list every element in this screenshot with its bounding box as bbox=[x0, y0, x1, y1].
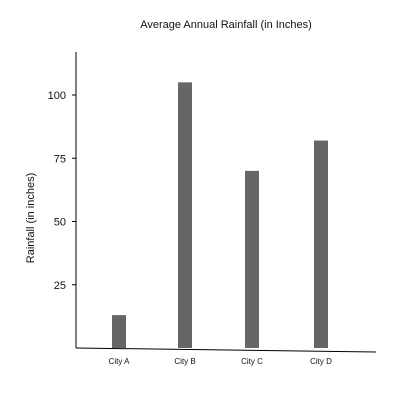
axes bbox=[75, 52, 377, 353]
bars-group bbox=[112, 82, 328, 348]
y-tick-label: 25 bbox=[54, 280, 66, 292]
chart-title: Average Annual Rainfall (in Inches) bbox=[140, 19, 312, 31]
y-axis-label: Rainfall (in inches) bbox=[25, 173, 37, 263]
y-tick-label: 50 bbox=[54, 217, 66, 229]
bar-city-a bbox=[112, 315, 126, 348]
y-tick-label: 75 bbox=[54, 153, 66, 165]
bar-city-d bbox=[314, 140, 328, 348]
x-ticks-group: City A City B City C City D bbox=[109, 357, 333, 366]
x-tick-label: City C bbox=[241, 357, 263, 366]
x-tick-label: City D bbox=[310, 357, 332, 366]
x-tick-label: City A bbox=[109, 357, 131, 366]
x-axis-line bbox=[75, 347, 377, 353]
bar-city-c bbox=[245, 170, 259, 348]
x-tick-label: City B bbox=[174, 357, 195, 366]
y-ticks-group: 25 50 75 100 bbox=[48, 90, 76, 292]
bar-city-b bbox=[178, 82, 192, 348]
y-tick-label: 100 bbox=[48, 90, 66, 102]
